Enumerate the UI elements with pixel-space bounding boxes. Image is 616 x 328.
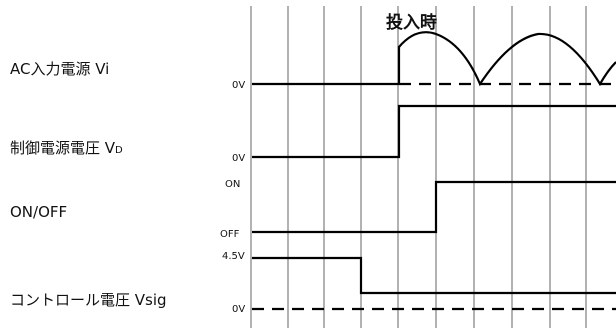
waveforms <box>252 31 616 311</box>
level-label-on: ON <box>225 179 241 190</box>
on-off-waveform <box>252 180 616 234</box>
ac-input-waveform <box>397 31 616 87</box>
signal-label-ac-input: AC入力電源 Vi <box>10 60 110 78</box>
signal-label-control-voltage: 制御電源電圧 VD <box>10 139 123 157</box>
level-label-ac-0v: 0V <box>232 80 246 91</box>
level-label-4v5: 4.5V <box>222 251 245 262</box>
event-label: 投入時 <box>386 13 437 33</box>
level-label-vsig-0v: 0V <box>232 304 246 315</box>
vsig-waveform <box>252 256 616 295</box>
level-label-off: OFF <box>220 229 240 240</box>
vd-waveform <box>252 104 616 159</box>
signal-label-on-off: ON/OFF <box>10 203 68 221</box>
signal-label-control-signal: コントロール電圧 Vsig <box>10 291 167 309</box>
time-gridlines <box>250 6 587 328</box>
level-label-vd-0v: 0V <box>232 153 246 164</box>
